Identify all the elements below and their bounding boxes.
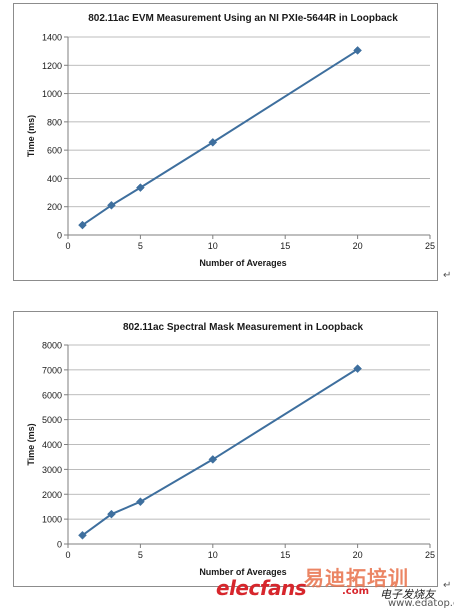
data-point [136,183,145,192]
y-tick-label: 1400 [42,33,62,43]
x-axis-label: Number of Averages [199,258,286,268]
watermark-dotcom: .com [342,586,370,597]
x-tick-label: 25 [425,550,435,560]
x-tick-label: 0 [65,550,70,560]
data-point [208,455,218,464]
y-tick-label: 5000 [42,415,62,425]
chart-title: 802.11ac EVM Measurement Using an NI PXI… [88,13,398,24]
paragraph-mark: ↵ [443,270,452,281]
series-line [81,49,359,226]
x-tick-label: 5 [138,550,143,560]
y-tick-label: 2000 [42,490,62,500]
data-point [107,200,116,210]
chart-title: 802.11ac Spectral Mask Measurement in Lo… [123,322,364,333]
x-tick-label: 20 [353,550,363,560]
paragraph-mark: ↵ [443,580,452,591]
x-tick-label: 25 [425,241,435,251]
y-tick-label: 1000 [42,89,62,99]
x-tick-label: 20 [353,241,363,251]
y-tick-label: 8000 [42,341,62,351]
y-tick-label: 4000 [42,440,62,450]
y-axis-label: Time (ms) [26,115,36,157]
x-tick-label: 10 [208,241,218,251]
x-tick-label: 15 [280,550,290,560]
y-tick-label: 400 [47,174,62,184]
watermark-cn-bottom: 电子发烧友 [380,588,435,601]
data-point [107,509,116,519]
chart-evm-measurement: 802.11ac EVM Measurement Using an NI PXI… [13,3,438,281]
chart-evm-svg: 802.11ac EVM Measurement Using an NI PXI… [26,13,435,268]
x-tick-label: 0 [65,241,70,251]
watermark: 易迪拓培训 elecfans .com 电子发烧友 www.edatop.com [212,560,454,610]
y-tick-label: 7000 [42,365,62,375]
watermark-cn-top: 易迪拓培训 [304,566,409,590]
x-tick-label: 15 [280,241,290,251]
y-tick-label: 1000 [42,515,62,525]
data-point [78,530,87,540]
data-point [353,46,362,55]
x-tick-label: 5 [138,241,143,251]
y-tick-label: 600 [47,146,62,156]
watermark-brand: elecfans [216,576,307,600]
data-point [78,220,87,230]
y-tick-label: 0 [57,231,62,241]
data-point [208,138,218,147]
x-tick-label: 10 [208,550,218,560]
chart-spectral-mask-svg: 802.11ac Spectral Mask Measurement in Lo… [26,322,435,577]
y-tick-label: 6000 [42,390,62,400]
y-tick-label: 200 [47,202,62,212]
x-axis-label: Number of Averages [199,567,286,577]
chart-spectral-mask-measurement: 802.11ac Spectral Mask Measurement in Lo… [13,311,438,587]
y-tick-label: 0 [57,540,62,550]
y-tick-label: 800 [47,117,62,127]
y-axis-label: Time (ms) [26,423,36,465]
data-point [353,364,362,373]
watermark-url: www.edatop.com [388,598,454,609]
y-tick-label: 1200 [42,61,62,71]
data-point [136,497,145,507]
y-tick-label: 3000 [42,465,62,475]
series-line [81,367,359,537]
